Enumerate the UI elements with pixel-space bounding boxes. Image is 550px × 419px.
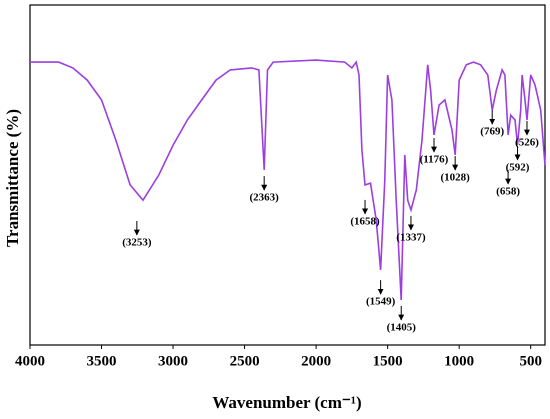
x-tick-label: 2000 — [301, 353, 331, 369]
plot-frame — [29, 4, 546, 346]
annotation-label: (1658) — [350, 215, 380, 227]
annotation-label: (526) — [515, 137, 539, 149]
x-tick-label: 3500 — [87, 353, 117, 369]
x-tick-label: 2500 — [230, 353, 260, 369]
annotation-label: (769) — [480, 126, 504, 138]
x-axis-label: Wavenumber (cm⁻¹) — [212, 393, 361, 412]
annotation-label: (1405) — [387, 322, 417, 334]
x-tick-label: 500 — [519, 353, 542, 369]
annotation-label: (1028) — [440, 172, 470, 184]
annotation-label: (1176) — [420, 154, 449, 166]
x-tick-label: 4000 — [15, 353, 45, 369]
annotation-label: (658) — [496, 186, 520, 198]
annotation-label: (2363) — [250, 192, 280, 204]
annotation-label: (3253) — [122, 237, 152, 249]
x-tick-label: 1500 — [373, 353, 403, 369]
annotation-label: (1549) — [366, 296, 396, 308]
annotation-label: (1337) — [396, 231, 426, 243]
annotation-label: (592) — [506, 161, 530, 173]
y-axis-label: Transmittance (%) — [3, 109, 22, 247]
spectrum-line — [30, 59, 546, 301]
x-tick-label: 1000 — [444, 353, 474, 369]
x-tick-label: 3000 — [158, 353, 188, 369]
